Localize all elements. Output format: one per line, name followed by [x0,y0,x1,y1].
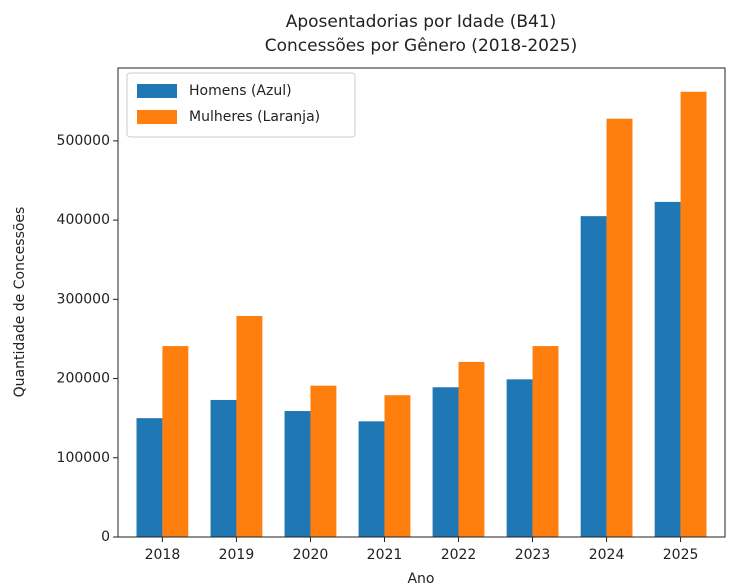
legend-label: Mulheres (Laranja) [189,109,320,125]
bar [162,346,189,537]
legend-swatch [137,84,177,98]
bar [606,118,633,538]
bar [532,346,559,537]
y-tick-label: 400000 [57,212,110,228]
x-tick-label: 2022 [441,547,477,563]
x-tick-label: 2020 [293,547,329,563]
chart-title: Aposentadorias por Idade (B41) [286,12,557,32]
bar [384,395,411,537]
x-tick-label: 2021 [367,547,403,563]
plot-frame [117,67,726,538]
x-tick-label: 2023 [515,547,551,563]
bar [680,91,707,537]
bar [458,361,485,537]
bar [432,387,459,537]
x-tick-label: 2025 [663,547,699,563]
bar [136,418,163,537]
x-axis-label: Ano [407,571,434,587]
bar [506,379,533,537]
legend-swatch [137,110,177,124]
y-tick-label: 300000 [57,291,110,307]
y-tick-label: 500000 [57,133,110,149]
bar [654,201,681,537]
y-tick-label: 0 [101,529,110,545]
y-tick-label: 200000 [57,371,110,387]
legend-box [126,72,356,138]
bar [284,411,311,537]
bar [210,399,237,537]
bar [236,315,263,537]
bar [580,216,607,537]
bar [310,385,337,537]
legend-label: Homens (Azul) [189,83,292,99]
bar [358,421,385,537]
x-tick-label: 2019 [219,547,255,563]
x-tick-label: 2018 [145,547,181,563]
y-axis-label: Quantidade de Concessões [12,207,28,398]
y-tick-label: 100000 [57,450,110,466]
x-tick-label: 2024 [589,547,625,563]
chart-title: Concessões por Gênero (2018-2025) [265,36,577,56]
